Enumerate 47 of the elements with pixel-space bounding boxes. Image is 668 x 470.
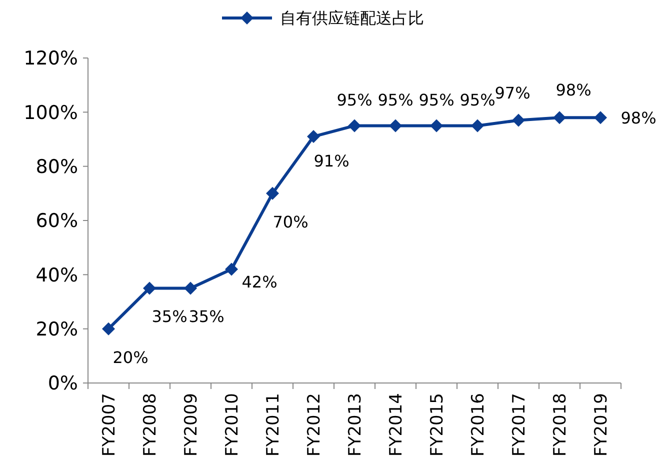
text: 35% [152,307,188,326]
y-tick-label: 20% [36,318,78,340]
text: 95% [460,90,496,110]
x-tick-label: FY2008 [140,393,160,456]
x-tick-label: FY2010 [222,393,242,456]
x-tick-label: FY2014 [386,393,406,456]
x-tick-label: FY2013 [346,393,366,456]
point [184,282,197,295]
y-tick-label: 0% [48,372,78,395]
text: 70% [272,212,308,232]
text: 97% [494,83,530,102]
x-tick-label: FY2011 [264,393,284,456]
text: 20% [112,348,148,367]
text: 98% [620,108,656,128]
x-tick-label: FY2019 [592,393,612,456]
y-tick-label: 120% [24,48,78,70]
y-tick-label: 100% [24,102,78,124]
text: 95% [378,90,414,110]
x-tick-label: FY2009 [182,393,202,456]
text: 35% [188,307,224,326]
text: 91% [314,152,350,171]
x-tick-label: FY2007 [100,393,120,456]
text: 95% [418,90,454,110]
text: 42% [242,272,278,292]
point [594,111,607,124]
y-tick-label: 40% [36,264,78,286]
point [389,119,402,132]
x-tick-label: FY2018 [550,393,570,456]
point [102,322,115,336]
point [348,119,361,132]
point [307,130,320,144]
point [266,186,279,200]
point [430,119,443,132]
legend-label: 自有供应链配送占比 [280,8,424,28]
text: 98% [556,80,592,100]
point [471,119,484,132]
point [553,111,566,124]
point [512,114,525,127]
x-tick-label: FY2016 [468,393,488,456]
x-tick-label: FY2015 [428,393,448,456]
x-tick-label: FY2012 [304,393,324,456]
x-tick-label: FY2017 [510,393,530,456]
point [143,282,156,295]
text: 95% [336,90,372,110]
y-tick-label: 80% [36,156,78,178]
point [225,262,238,276]
y-tick-label: 60% [36,210,78,232]
